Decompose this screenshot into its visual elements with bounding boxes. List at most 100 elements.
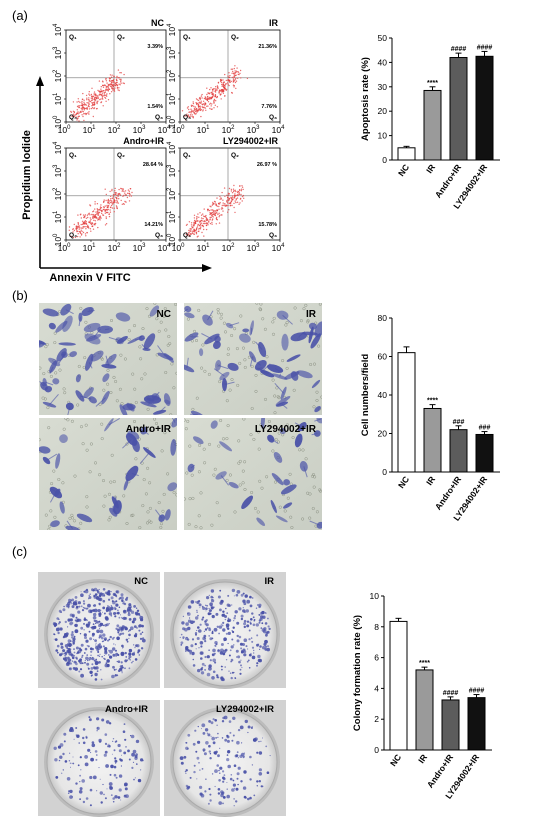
significance-marker: #### [451,46,467,53]
category-label: IR [424,162,437,175]
quadrant-q3-percent: 1.54% [147,104,163,110]
flow-x-tick-label: 102 [108,243,121,253]
flow-y-tick-label: 102 [167,187,177,200]
flow-x-tick-label: 104 [272,243,285,253]
quadrant-label-q3: Q₃ [269,114,277,121]
bar-nc [398,353,415,472]
flow-y-tick-label: 101 [167,210,177,223]
y-tick-label: 4 [374,683,379,693]
flow-y-tick-label: 100 [53,233,63,246]
flow-y-tick-label: 103 [167,46,177,59]
bar-ly294002-ir [476,56,493,160]
micrograph-2: Andro+IR [38,415,181,533]
bar-ly294002-ir [476,434,493,472]
significance-marker: **** [427,80,438,87]
quadrant-label-q1: Q₁ [183,152,191,159]
colony-dish-0: NC [38,572,160,689]
quadrant-label-q3: Q₃ [155,114,163,121]
significance-marker: **** [427,398,438,405]
flow-y-tick-label: 104 [167,23,177,36]
category-label: NC [396,474,411,490]
y-tick-label: 40 [378,390,388,400]
panel-label-b: (b) [12,288,28,303]
flow-y-tick-label: 101 [167,92,177,105]
quadrant-q2-percent: 26.97 % [257,162,277,168]
y-tick-label: 60 [378,352,388,362]
quadrant-label-q1: Q₁ [69,34,77,41]
flow-x-tick-label: 101 [197,125,210,135]
y-tick-label: 20 [378,106,388,116]
quadrant-q2-percent: 3.39% [147,44,163,50]
quadrant-label-q4: Q₄ [183,114,191,121]
flow-y-tick-label: 100 [167,233,177,246]
bar-nc [398,148,415,160]
significance-marker: #### [477,44,493,51]
flow-y-tick-label: 104 [167,141,177,154]
quadrant-label-q4: Q₄ [69,114,77,121]
flow-y-tick-label: 103 [53,46,63,59]
flow-y-tick-label: 102 [53,69,63,82]
micrograph-label: NC [157,309,171,320]
flow-y-tick-label: 104 [53,141,63,154]
flow-x-tick-label: 101 [83,125,96,135]
quadrant-label-q2: Q₂ [117,152,125,159]
flow-x-tick-label: 103 [247,125,260,135]
bar-ir [424,408,441,472]
flow-x-tick-label: 101 [197,243,210,253]
quadrant-label-q4: Q₄ [183,232,191,239]
bar-ly294002-ir [468,698,485,750]
quadrant-q3-percent: 7.76% [261,104,277,110]
category-label: NC [396,162,411,178]
quadrant-label-q2: Q₂ [231,152,239,159]
bar-ir [416,670,433,750]
flow-y-axis-label: Propidium Iodide [21,130,33,220]
quadrant-q3-percent: 15.78% [258,222,277,228]
y-tick-label: 0 [374,745,379,755]
y-tick-label: 8 [374,622,379,632]
y-tick-label: 0 [382,155,387,165]
flow-cytometry-grid: Propidium Iodide Annexin V FITC Q₁ Q₂ Q₄ Q₃… [21,18,285,284]
bar-nc [390,621,407,750]
colony-dish-1: IR [164,572,286,689]
bar-andro-ir [450,58,467,160]
flow-y-tick-label: 100 [53,115,63,128]
y-tick-label: 20 [378,429,388,439]
flow-x-arrow-head [202,264,212,272]
micrograph-label: Andro+IR [126,424,172,435]
flow-x-axis-label: Annexin V FITC [49,272,130,284]
flow-x-tick-label: 102 [108,125,121,135]
flow-y-tick-label: 103 [53,164,63,177]
quadrant-label-q2: Q₂ [231,34,239,41]
flow-plot-title: IR [269,18,279,28]
significance-marker: ### [479,425,491,432]
flow-x-tick-label: 102 [222,243,235,253]
flow-y-tick-label: 102 [167,69,177,82]
dish-label: IR [265,576,275,587]
flow-x-tick-label: 101 [83,243,96,253]
y-axis-label: Apoptosis rate (%) [360,57,371,141]
quadrant-q3-percent: 14.21% [144,222,163,228]
quadrant-q2-percent: 28.64 % [143,162,163,168]
dish-well [173,582,277,686]
y-tick-label: 6 [374,653,379,663]
significance-marker: #### [443,690,459,697]
flow-plot-title: NC [151,18,164,28]
panel-label-c: (c) [12,544,27,559]
y-tick-label: 40 [378,57,388,67]
flow-x-tick-label: 104 [272,125,285,135]
category-label: IR [416,752,429,765]
y-axis-label: Cell numbers/field [360,354,371,437]
flow-y-tick-label: 104 [53,23,63,36]
bar-andro-ir [450,430,467,472]
quadrant-label-q2: Q₂ [117,34,125,41]
category-label: IR [424,474,437,487]
bar-ir [424,90,441,160]
panel-label-a: (a) [12,8,28,23]
flow-y-tick-label: 103 [167,164,177,177]
